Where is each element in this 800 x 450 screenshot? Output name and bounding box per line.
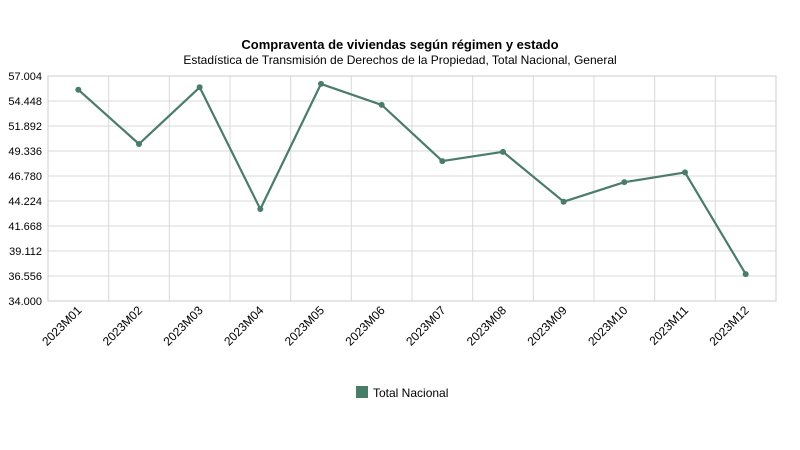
series-line[interactable] — [77, 82, 747, 275]
y-axis-ticks: 57.004 54.448 51.892 49.336 46.780 44.224 41.6… — [8, 71, 42, 308]
x-tick-label: 2023M09 — [525, 303, 571, 349]
data-point[interactable] — [439, 158, 446, 165]
chart-title: Compraventa de viviendas según régimen y… — [241, 37, 559, 52]
x-tick-label: 2023M02 — [100, 303, 146, 349]
data-point[interactable] — [742, 271, 749, 278]
data-point[interactable] — [136, 141, 142, 148]
x-tick-label: 2023M11 — [646, 303, 691, 348]
x-axis-ticks: 2023M01 2023M02 2023M03 2023M04 2023M05 2023M… — [39, 303, 752, 349]
data-point[interactable] — [75, 86, 82, 93]
y-tick-label: 34.000 — [8, 296, 42, 308]
plot-area-border — [47, 75, 777, 302]
x-tick-label: 2023M05 — [282, 303, 328, 349]
data-point[interactable] — [378, 101, 385, 108]
y-tick-label: 57.004 — [8, 71, 42, 83]
y-tick-label: 41.668 — [8, 221, 42, 233]
legend-swatch[interactable] — [356, 386, 368, 398]
x-tick-label: 2023M07 — [403, 303, 449, 349]
legend-label[interactable]: Total Nacional — [373, 386, 448, 400]
x-tick-label: 2023M10 — [585, 303, 631, 349]
y-tick-label: 46.780 — [8, 171, 42, 183]
data-point[interactable] — [257, 206, 264, 213]
y-tick-label: 54.448 — [8, 96, 42, 108]
data-point[interactable] — [500, 148, 506, 155]
y-tick-label: 36.556 — [8, 271, 42, 283]
x-tick-label: 2023M06 — [343, 303, 389, 349]
y-tick-label: 39.112 — [9, 246, 42, 258]
data-point[interactable] — [682, 169, 688, 176]
data-point[interactable] — [560, 198, 567, 205]
x-tick-label: 2023M12 — [707, 303, 753, 349]
x-tick-label: 2023M03 — [161, 303, 207, 349]
x-tick-label: 2023M04 — [221, 303, 267, 349]
series-layer — [75, 80, 749, 278]
y-tick-label: 44.224 — [8, 196, 42, 208]
legend[interactable]: Total Nacional — [356, 386, 448, 400]
x-tick-label: 2023M08 — [464, 303, 510, 349]
chart-subtitle: Estadística de Transmisión de Derechos d… — [183, 53, 617, 67]
y-tick-label: 51.892 — [8, 121, 42, 133]
data-point[interactable] — [318, 80, 324, 87]
grid-lines — [48, 75, 776, 302]
data-point[interactable] — [621, 179, 628, 186]
y-tick-label: 49.336 — [8, 146, 42, 158]
data-point[interactable] — [196, 84, 203, 91]
x-tick-label: 2023M01 — [39, 303, 85, 349]
